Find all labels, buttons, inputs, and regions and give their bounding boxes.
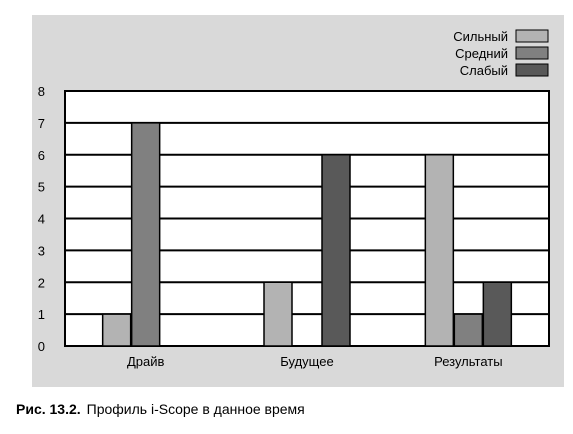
x-tick-label: Результаты [434, 354, 502, 369]
y-tick-label: 4 [38, 212, 45, 227]
legend-label: Средний [455, 46, 508, 61]
chart-figure: 0 1 2 3 4 5 6 7 8 Драйв Будущее Результаты Сильный С… [32, 15, 564, 387]
caption-text: Профиль i-Scope в данное время [86, 401, 305, 417]
bar-Драйв-Сильный [101, 313, 132, 347]
bar-Результаты-Слабый [482, 281, 513, 347]
legend-swatch-Средний [515, 46, 549, 60]
legend-label: Сильный [453, 29, 508, 44]
plot-frame [64, 90, 550, 347]
y-tick-label: 2 [38, 275, 45, 290]
legend-swatch-Сильный [515, 29, 549, 43]
bar-Результаты-Сильный [424, 154, 455, 347]
y-tick-label: 0 [38, 339, 45, 354]
bar-Результаты-Средний [453, 313, 484, 347]
x-tick-label: Будущее [280, 354, 333, 369]
bar-chart: 0 1 2 3 4 5 6 7 8 Драйв Будущее Результаты Сильный С… [38, 29, 550, 369]
y-tick-label: 5 [38, 180, 45, 195]
y-tick-label: 8 [38, 84, 45, 99]
legend-swatch-Слабый [515, 63, 549, 77]
x-tick-label: Драйв [127, 354, 165, 369]
figure-caption: Рис. 13.2. Профиль i-Scope в данное время [16, 401, 305, 417]
y-tick-label: 6 [38, 148, 45, 163]
y-tick-label: 7 [38, 116, 45, 131]
legend-label: Слабый [460, 63, 508, 78]
bar-Будущее-Слабый [321, 154, 351, 347]
bar-Драйв-Средний [130, 122, 161, 347]
bar-Будущее-Сильный [263, 281, 293, 347]
y-tick-label: 3 [38, 243, 45, 258]
y-tick-label: 1 [38, 307, 45, 322]
caption-number: Рис. 13.2. [16, 401, 81, 417]
